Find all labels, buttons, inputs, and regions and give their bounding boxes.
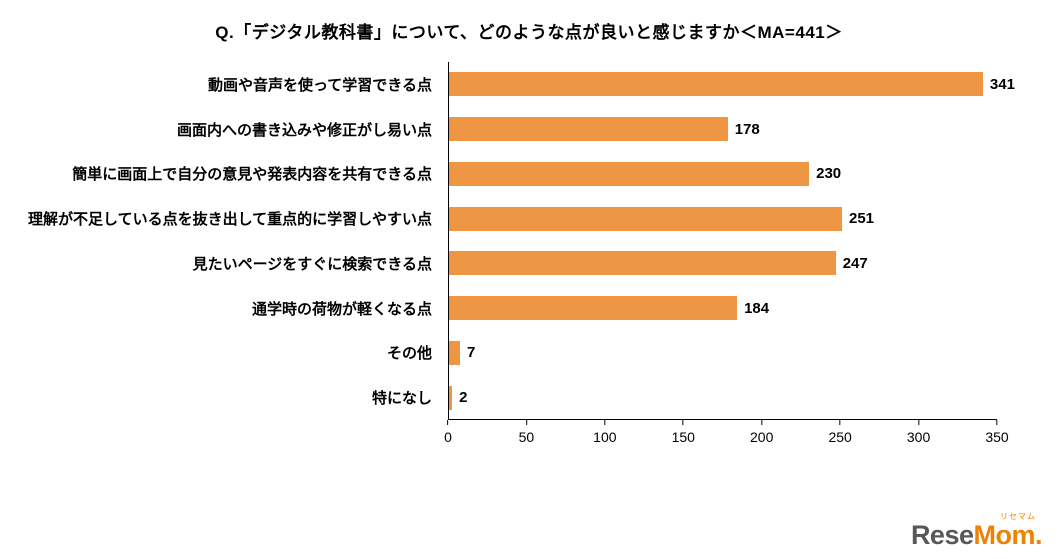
x-tick: 0 (444, 420, 452, 445)
tick-label: 100 (593, 429, 617, 445)
logo-period: . (1034, 520, 1043, 550)
category-label: 簡単に画面上で自分の意見や発表内容を共有できる点 (72, 166, 432, 184)
chart-title: Q.「デジタル教科書」について、どのような点が良いと感じますか＜MA=441＞ (215, 23, 843, 42)
bar-row: 341 (449, 62, 1015, 107)
bar (449, 296, 738, 321)
logo-text: ReseMom. (910, 520, 1043, 550)
bar (449, 72, 983, 97)
bar-value: 230 (816, 165, 842, 183)
plot-area: 341 178 230 251 247 184 7 2 (448, 62, 1015, 420)
bar-row: 251 (449, 196, 997, 241)
bar (449, 385, 453, 410)
tick-mark (604, 420, 606, 425)
bar-row: 7 (449, 331, 997, 376)
bar-value: 247 (842, 254, 868, 272)
x-axis: 0 50 100 150 200 250 300 350 (444, 420, 1009, 460)
category-label: 動画や音声を使って学習できる点 (208, 76, 432, 94)
tick-mark (447, 420, 449, 425)
tick-mark (918, 420, 920, 425)
x-tick: 100 (593, 420, 617, 445)
bar-row: 178 (449, 107, 997, 152)
bar-value: 341 (989, 75, 1015, 93)
bar-value: 2 (459, 389, 468, 407)
resemom-logo: リセマム ReseMom. (910, 512, 1043, 550)
tick-mark (996, 420, 998, 425)
bar (449, 340, 460, 365)
bar-row: 2 (449, 375, 997, 420)
tick-label: 50 (518, 429, 535, 445)
category-label: 画面内への書き込みや修正がし易い点 (176, 121, 432, 139)
tick-label: 150 (671, 429, 695, 445)
category-label: その他 (386, 345, 432, 363)
bar-row: 247 (449, 241, 997, 286)
category-label: 見たいページをすぐに検索できる点 (192, 255, 432, 273)
logo-part-rese: Rese (910, 520, 974, 550)
category-label: 理解が不足している点を抜き出して重点的に学習しやすい点 (28, 211, 432, 229)
tick-mark (525, 420, 527, 425)
bar-value: 251 (848, 210, 875, 228)
tick-label: 300 (906, 429, 931, 445)
x-tick: 300 (907, 420, 930, 445)
bar (449, 117, 728, 142)
tick-label: 350 (985, 429, 1009, 445)
tick-mark (761, 420, 763, 425)
tick-mark (682, 420, 684, 425)
bar (449, 161, 810, 186)
bar-row: 184 (449, 286, 997, 331)
category-label: 特になし (371, 390, 432, 408)
bar (449, 206, 842, 231)
x-tick: 200 (750, 420, 773, 445)
bar-value: 7 (466, 344, 476, 362)
x-tick: 250 (828, 420, 852, 445)
bar-value: 184 (744, 299, 770, 317)
bar (449, 251, 836, 276)
tick-label: 0 (444, 429, 452, 445)
x-tick: 50 (518, 420, 535, 445)
tick-label: 200 (750, 429, 774, 445)
x-tick: 150 (672, 420, 695, 445)
logo-part-mom: Mom (973, 520, 1035, 550)
tick-label: 250 (828, 429, 852, 445)
bar-row: 230 (449, 152, 997, 197)
category-label: 通学時の荷物が軽くなる点 (251, 300, 432, 318)
tick-mark (839, 420, 841, 425)
category-labels: 動画や音声を使って学習できる点画面内への書き込みや修正がし易い点簡単に画面上で自… (0, 62, 440, 420)
bar-value: 178 (734, 120, 760, 138)
x-tick: 350 (985, 420, 1009, 445)
logo-ruby-text: リセマム (1000, 512, 1036, 521)
